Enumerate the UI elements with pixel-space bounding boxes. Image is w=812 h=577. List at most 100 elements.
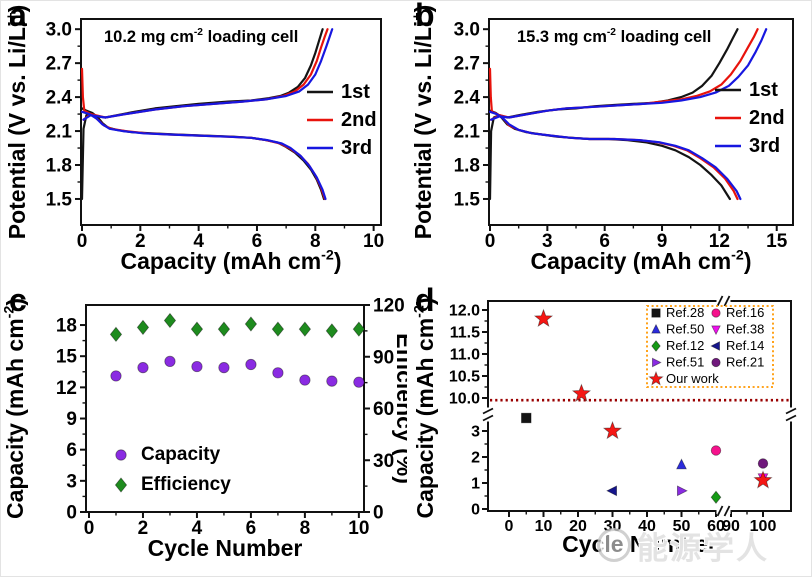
axis-break xyxy=(482,407,494,415)
panel-a-chart: 0 2 4 6 8 10 1.5 1.8 2.1 2.4 2.7 3.0 1st 2nd 3rd 10.2 m… xyxy=(3,5,384,274)
data-point-Our-work xyxy=(571,383,592,402)
data-point-Capacity xyxy=(272,367,284,379)
data-point-Efficiency xyxy=(271,321,285,337)
x-tick-label: 8 xyxy=(300,518,311,539)
y-tick-label: 11.0 xyxy=(450,347,480,364)
y-tick-label: 3.0 xyxy=(454,20,480,41)
series-3rd-discharge xyxy=(488,110,742,201)
y-tick-label: 1.5 xyxy=(46,189,73,210)
y-left-tick-label: 15 xyxy=(56,347,78,368)
panel-a-letter: a xyxy=(9,0,27,33)
legend-marker xyxy=(711,308,721,318)
legend-label: Ref.12 xyxy=(666,338,704,353)
y-left-tick-label: 18 xyxy=(56,316,77,337)
y-tick-label: 0 xyxy=(471,502,480,519)
data-point-Ref.28 xyxy=(521,412,532,424)
x-axis-title: Capacity (mAh cm-2) xyxy=(120,247,341,274)
x-tick-label: 4 xyxy=(192,518,203,539)
panel-annotation: 15.3 mg cm-2 loading cell xyxy=(517,27,711,46)
panel-c-letter: c xyxy=(9,282,27,318)
axis-break xyxy=(482,414,494,422)
axis-break xyxy=(723,505,731,517)
data-point-Capacity xyxy=(353,376,365,388)
plot-frame xyxy=(487,300,792,512)
data-point-Capacity xyxy=(218,362,230,374)
y-tick-label: 2.7 xyxy=(454,54,480,75)
data-point-Our-work xyxy=(753,470,773,489)
plot-frame xyxy=(488,18,794,226)
y-right-tick-label: 60 xyxy=(373,399,394,420)
x-tick-label: 60 xyxy=(707,518,725,535)
panel-b-letter: b xyxy=(415,0,435,33)
x-tick-label: 6 xyxy=(252,231,263,252)
x-tick-label: 2 xyxy=(135,231,146,252)
x-tick-label: 2 xyxy=(138,518,149,539)
x-tick-label: 10 xyxy=(348,518,369,539)
axis-break xyxy=(785,414,797,422)
x-tick-label: 0 xyxy=(505,518,514,535)
legend-label: 1st xyxy=(341,81,370,103)
legend-label: 2nd xyxy=(749,107,785,129)
data-point-Efficiency xyxy=(325,323,338,339)
legend-label: 1st xyxy=(749,79,778,101)
y-left-tick-label: 12 xyxy=(56,378,77,399)
y-tick-label: 12.0 xyxy=(449,303,480,320)
y-tick-label: 2.7 xyxy=(46,54,72,75)
axis-break xyxy=(716,508,731,514)
x-tick-label: 50 xyxy=(673,518,691,535)
y-axis-title: Capacity (mAh cm-2) xyxy=(411,297,438,518)
data-point-Efficiency xyxy=(190,321,204,337)
legend-label: Ref.16 xyxy=(726,305,764,320)
y-left-tick-label: 9 xyxy=(66,409,77,430)
x-tick-label: 40 xyxy=(638,518,656,535)
legend-label: Ref.21 xyxy=(726,355,764,370)
data-point-Efficiency xyxy=(298,321,312,337)
x-tick-label: 0 xyxy=(77,231,88,252)
legend-marker xyxy=(651,308,661,318)
y-axis-title: Potential (V vs. Li/Li+) xyxy=(3,5,30,240)
y-tick-label: 1 xyxy=(471,476,480,493)
legend-label: Our work xyxy=(666,371,719,386)
x-tick-label: 15 xyxy=(766,231,788,252)
y-tick-label: 3.0 xyxy=(46,20,72,41)
x-tick-label: 6 xyxy=(246,518,257,539)
legend-label: Ref.14 xyxy=(726,338,764,353)
data-point-Capacity xyxy=(245,358,257,371)
x-tick-label: 9 xyxy=(657,231,668,252)
series-1st-discharge xyxy=(80,107,326,201)
plot-frame xyxy=(80,18,382,226)
data-point-Capacity xyxy=(299,374,311,386)
legend-marker xyxy=(711,325,721,336)
data-point-Ref.50 xyxy=(676,458,687,470)
y-tick-label: 1.8 xyxy=(46,156,72,177)
legend-label: Capacity xyxy=(141,444,221,465)
y-tick-label: 2.1 xyxy=(454,122,481,143)
y-right-tick-label: 30 xyxy=(373,451,394,472)
panel-c-chart: 0 2 4 6 8 1003691215180306090120CapacityEffic… xyxy=(1,296,407,562)
legend-marker xyxy=(114,477,128,493)
x-tick-label: 10 xyxy=(535,518,553,535)
y-axis-right-title: Efficiency (%) xyxy=(392,333,407,484)
y-tick-label: 10.0 xyxy=(449,391,480,408)
data-point-Ref.16 xyxy=(710,445,722,456)
legend-label: Ref.50 xyxy=(666,322,704,337)
legend-marker xyxy=(648,370,664,386)
y-tick-label: 2 xyxy=(471,450,480,467)
y-right-tick-label: 90 xyxy=(373,347,394,368)
x-axis-title: Cycle Number xyxy=(562,531,717,557)
x-tick-label: 3 xyxy=(542,231,553,252)
x-tick-label: 90 xyxy=(722,518,740,535)
y-tick-label: 11.5 xyxy=(450,325,480,342)
y-axis-left-title: Capacity (mAh cm-2) xyxy=(1,298,28,519)
axis-break xyxy=(723,295,731,307)
x-tick-label: 8 xyxy=(310,231,321,252)
x-tick-label: 10 xyxy=(363,231,384,252)
axis-break xyxy=(716,295,724,307)
data-point-Ref.21 xyxy=(757,458,769,469)
x-tick-label: 100 xyxy=(750,518,777,535)
y-left-tick-label: 3 xyxy=(66,471,77,492)
y-tick-label: 2.4 xyxy=(46,88,73,109)
y-tick-label: 2.1 xyxy=(46,122,73,143)
legend-box xyxy=(646,305,774,388)
